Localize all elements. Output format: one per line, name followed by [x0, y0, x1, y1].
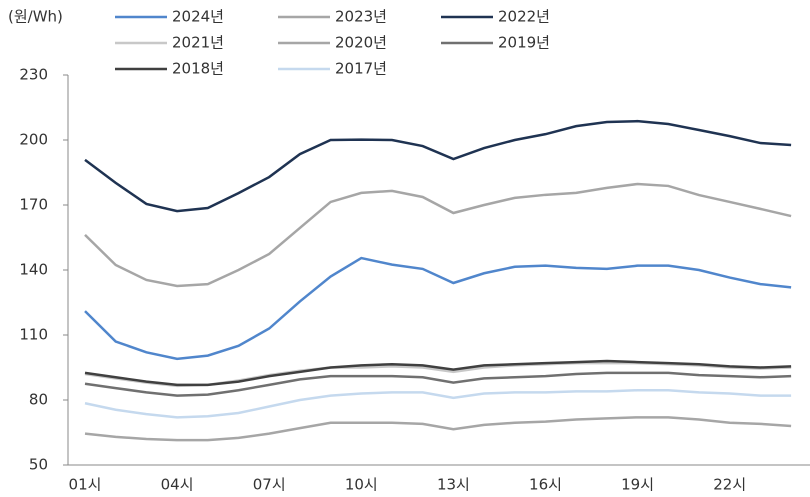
x-tick-label: 13시: [437, 476, 470, 494]
series-line: [84, 182, 792, 288]
series-line: [84, 119, 792, 213]
legend-label: 2021년: [172, 34, 224, 52]
series-line: [84, 416, 792, 442]
y-tick-label: 50: [29, 456, 48, 474]
x-tick-label: 16시: [529, 476, 562, 494]
y-tick-label: 80: [29, 391, 48, 409]
legend-label: 2020년: [335, 34, 387, 52]
x-tick-label: 22시: [713, 476, 746, 494]
series-line: [84, 256, 792, 361]
y-tick-label: 230: [19, 66, 48, 84]
series-line: [84, 389, 792, 419]
series-line: [84, 359, 792, 387]
y-tick-label: 140: [19, 261, 48, 279]
legend-label: 2023년: [335, 8, 387, 26]
y-tick-label: 170: [19, 196, 48, 214]
x-tick-label: 01시: [69, 476, 102, 494]
legend-label: 2024년: [172, 8, 224, 26]
x-tick-label: 07시: [253, 476, 286, 494]
legend-label: 2022년: [498, 8, 550, 26]
x-tick-label: 10시: [345, 476, 378, 494]
x-tick-label: 04시: [161, 476, 194, 494]
y-tick-label: 110: [19, 326, 48, 344]
legend-label: 2017년: [335, 60, 387, 78]
y-axis-unit: (원/Wh): [8, 8, 63, 26]
legend-label: 2018년: [172, 60, 224, 78]
y-tick-label: 200: [19, 131, 48, 149]
series-line: [84, 371, 792, 397]
legend-label: 2019년: [498, 34, 550, 52]
x-tick-label: 19시: [621, 476, 654, 494]
